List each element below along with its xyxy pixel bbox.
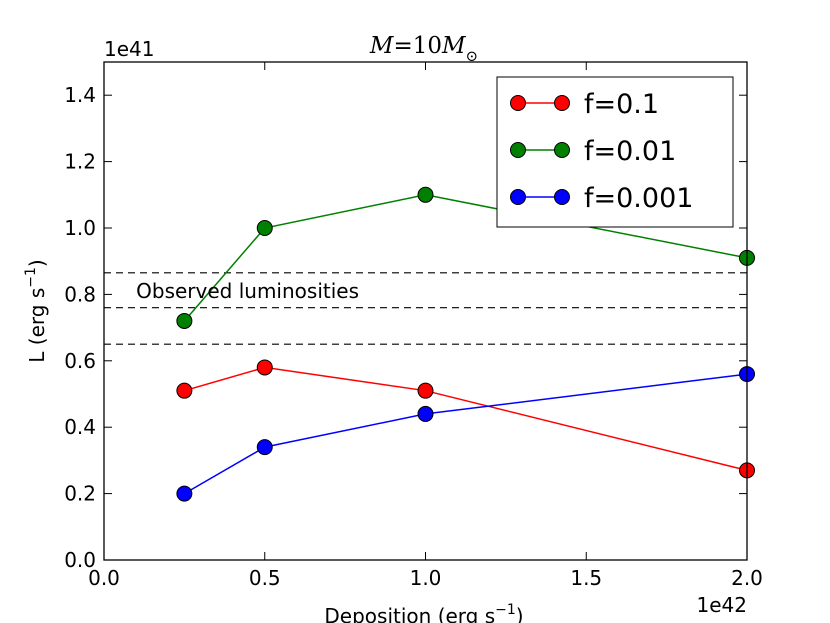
x-axis-label: Deposition (erg s−1) — [324, 602, 523, 623]
data-point-f=0.001-1 — [176, 485, 193, 502]
legend-label: f=0.001 — [584, 183, 693, 214]
x-offset-text: 1e42 — [697, 593, 747, 617]
series-f=0.001 — [176, 366, 755, 502]
legend: f=0.1 f=0.01 f=0.001 — [496, 76, 734, 228]
annotation-observed-luminosities: Observed luminosities — [136, 279, 359, 303]
y-tick-label: 1.0 — [64, 216, 96, 240]
series-line-f=0.1 — [184, 366, 748, 472]
legend-marker-left-f=0.1 — [510, 95, 526, 111]
legend-marker-right-f=0.001 — [554, 189, 570, 205]
data-point-f=0.001-2 — [256, 439, 273, 456]
data-point-f=0.1-3 — [417, 382, 434, 399]
data-point-f=0.01-1 — [176, 312, 193, 329]
legend-label: f=0.1 — [584, 89, 659, 120]
y-tick-label: 0.6 — [64, 349, 96, 373]
x-tick-label: 1.5 — [570, 566, 602, 590]
legend-box — [496, 76, 734, 228]
y-tick-label: 0.8 — [64, 282, 96, 306]
y-offset-text: 1e41 — [104, 37, 154, 61]
x-tick-label: 0.0 — [88, 566, 120, 590]
legend-item-f=0.01: f=0.01 — [510, 136, 676, 167]
y-tick-label: 1.2 — [64, 150, 96, 174]
data-point-f=0.01-2 — [256, 220, 273, 236]
legend-marker-left-f=0.001 — [510, 189, 526, 205]
legend-marker-left-f=0.01 — [510, 142, 526, 158]
plot-frame — [103, 61, 748, 561]
x-tick-label: 1.0 — [410, 566, 442, 590]
legend-marker-right-f=0.01 — [554, 142, 570, 158]
data-point-f=0.01-3 — [417, 186, 434, 203]
legend-label: f=0.01 — [584, 136, 676, 167]
data-point-f=0.1-2 — [256, 359, 273, 376]
legend-marker-right-f=0.1 — [554, 95, 570, 111]
series-line-f=0.001 — [184, 373, 748, 495]
data-point-f=0.001-3 — [417, 405, 434, 422]
chart-title: M=10M⊙ — [369, 33, 478, 65]
data-point-f=0.1-1 — [176, 382, 193, 399]
x-tick-label: 2.0 — [731, 566, 763, 590]
y-tick-label: 0.4 — [64, 415, 96, 439]
y-tick-label: 0.0 — [64, 548, 96, 572]
y-tick-label: 0.2 — [64, 482, 96, 506]
series-f=0.1 — [176, 359, 755, 479]
x-tick-label: 0.5 — [249, 566, 281, 590]
legend-item-f=0.1: f=0.1 — [510, 89, 659, 120]
y-tick-label: 1.4 — [64, 83, 96, 107]
legend-item-f=0.001: f=0.001 — [510, 183, 693, 214]
y-axis-label: L (erg s−1) — [23, 259, 49, 362]
